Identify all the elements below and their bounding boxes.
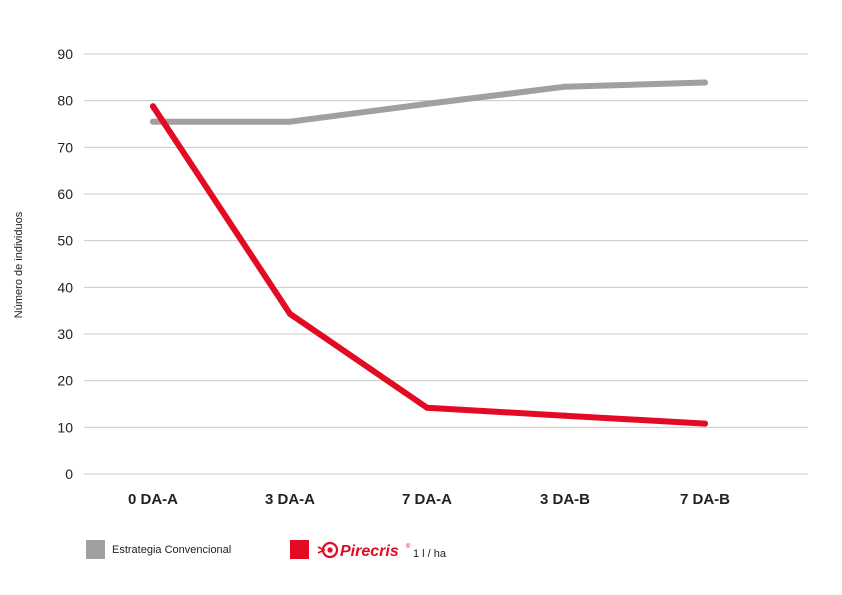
y-tick-label: 30	[57, 326, 73, 342]
series-line-pirecris	[150, 103, 708, 427]
x-axis-categories: 0 DA-A 3 DA-A 7 DA-A 3 DA-B 7 DA-B	[128, 491, 730, 508]
data-point	[424, 404, 430, 411]
legend-label-pirecris: Pirecris	[340, 543, 399, 560]
data-point	[150, 118, 156, 125]
registered-mark: ®	[406, 543, 411, 550]
y-tick-label: 40	[57, 279, 73, 295]
data-point	[562, 83, 568, 90]
y-tick-label: 10	[57, 419, 73, 435]
x-category-label: 7 DA-B	[680, 491, 730, 508]
y-tick-label: 60	[57, 186, 73, 202]
legend-item-pirecris: Pirecris ® 1 l / ha	[290, 540, 447, 560]
x-category-label: 3 DA-B	[540, 491, 590, 508]
x-category-label: 7 DA-A	[402, 491, 452, 508]
legend-item-conventional: Estrategia Convencional	[86, 540, 231, 559]
legend-swatch-conventional	[86, 540, 105, 559]
legend-swatch-pirecris	[290, 540, 309, 559]
data-point	[287, 310, 293, 317]
y-tick-label: 70	[57, 139, 73, 155]
data-point	[562, 412, 568, 419]
x-category-label: 3 DA-A	[265, 491, 315, 508]
pirecris-logo-icon	[317, 541, 339, 559]
y-axis-label: Número de individuos	[13, 211, 25, 318]
y-axis-ticks: 0 10 20 30 40 50 60 70 80 90	[57, 46, 73, 482]
legend-dose-label: 1 l / ha	[413, 548, 447, 560]
series-lines	[150, 79, 708, 427]
legend: Estrategia Convencional Pirecris ® 1 l /…	[86, 540, 447, 560]
data-point	[424, 100, 430, 107]
y-tick-label: 80	[57, 93, 73, 109]
data-point	[287, 118, 293, 125]
data-point	[150, 103, 156, 110]
y-tick-label: 90	[57, 46, 73, 62]
y-tick-label: 20	[57, 373, 73, 389]
data-point	[702, 79, 708, 86]
data-point	[702, 420, 708, 427]
y-tick-label: 50	[57, 233, 73, 249]
y-tick-label: 0	[65, 466, 73, 482]
legend-label-conventional: Estrategia Convencional	[112, 544, 231, 556]
x-category-label: 0 DA-A	[128, 491, 178, 508]
